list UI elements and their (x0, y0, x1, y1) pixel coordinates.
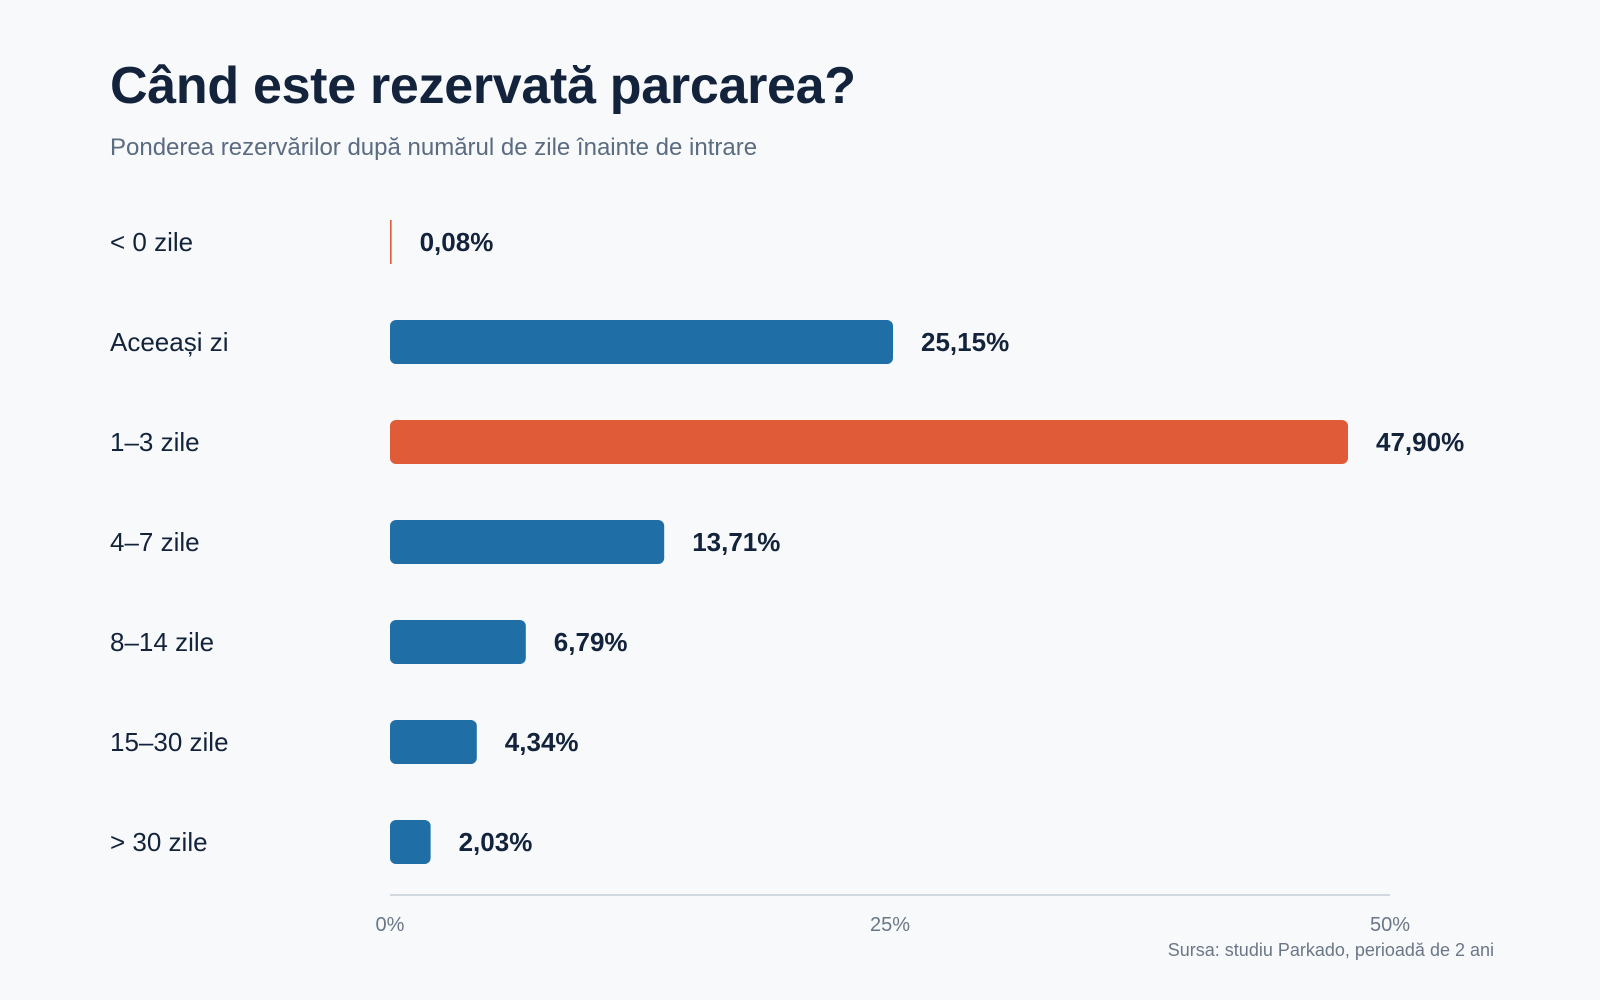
category-label: 15–30 zile (110, 727, 229, 757)
value-label: 0,08% (420, 227, 494, 257)
category-label: 1–3 zile (110, 427, 200, 457)
value-label: 25,15% (921, 327, 1009, 357)
value-label: 13,71% (692, 527, 780, 557)
value-label: 2,03% (459, 827, 533, 857)
x-tick-label: 0% (376, 914, 405, 936)
x-tick-label: 50% (1370, 914, 1410, 936)
value-label: 4,34% (505, 727, 579, 757)
category-label: 8–14 zile (110, 627, 214, 657)
category-label: Aceeași zi (110, 327, 229, 357)
bar (390, 420, 1348, 464)
bar (390, 320, 893, 364)
source-note: Sursa: studiu Parkado, perioadă de 2 ani (1167, 940, 1494, 960)
bar (390, 620, 526, 664)
chart-title: Când este rezervată parcarea? (110, 57, 856, 115)
chart-subtitle: Ponderea rezervărilor după numărul de zi… (110, 134, 758, 161)
bar (390, 720, 477, 764)
x-tick-label: 25% (870, 914, 910, 936)
value-label: 6,79% (554, 627, 628, 657)
value-label: 47,90% (1376, 427, 1464, 457)
bar (390, 520, 665, 564)
bar (390, 220, 392, 264)
category-label: > 30 zile (110, 827, 208, 857)
category-label: < 0 zile (110, 227, 193, 257)
category-label: 4–7 zile (110, 527, 200, 557)
bar (390, 820, 431, 864)
